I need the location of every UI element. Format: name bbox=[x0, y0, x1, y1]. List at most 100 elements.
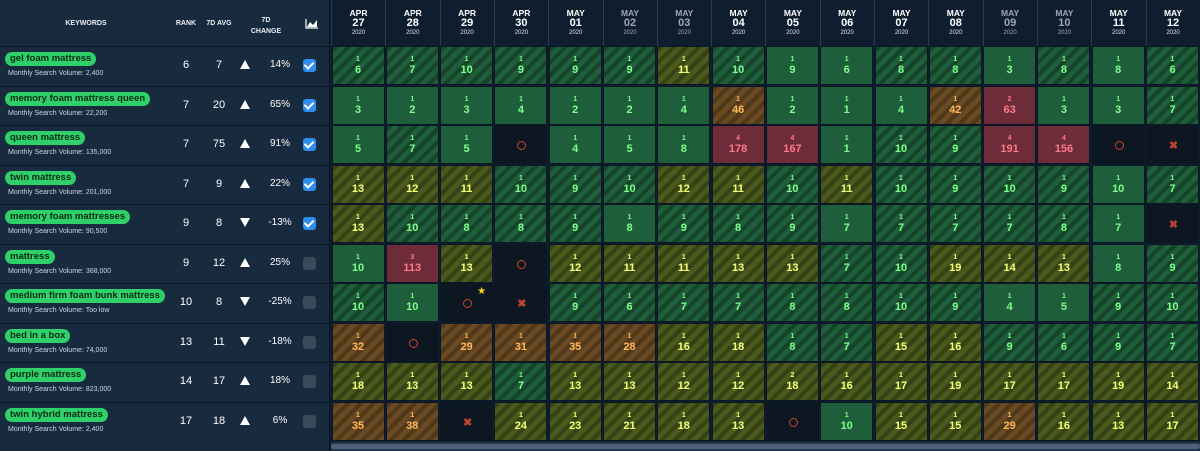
date-column-header[interactable]: MAY 10 2020 bbox=[1036, 0, 1091, 46]
rank-cell[interactable]: 4 156 bbox=[1037, 125, 1091, 164]
keyword-row[interactable]: twin hybrid mattress Monthly Search Volum… bbox=[0, 401, 330, 442]
rank-cell[interactable]: 1 10 bbox=[331, 243, 385, 283]
rank-cell[interactable]: 1 10 bbox=[331, 283, 385, 322]
keyword-row[interactable]: queen mattress Monthly Search Volume: 135… bbox=[0, 125, 330, 165]
rank-cell[interactable]: 1 15 bbox=[874, 401, 928, 441]
date-column-header[interactable]: APR 30 2020 bbox=[493, 0, 548, 46]
rank-cell[interactable]: 1 13 bbox=[765, 243, 819, 283]
rank-cell[interactable]: 1 13 bbox=[440, 243, 494, 283]
rank-cell[interactable]: 1 15 bbox=[928, 401, 982, 441]
rank-cell-not-ranked[interactable]: ★ bbox=[440, 283, 494, 322]
date-column-header[interactable]: MAY 03 2020 bbox=[656, 0, 711, 46]
rank-cell[interactable]: 1 17 bbox=[1146, 401, 1199, 441]
scrollbar-thumb[interactable] bbox=[331, 444, 1200, 449]
rank-cell[interactable]: 1 10 bbox=[874, 243, 928, 283]
date-column-header[interactable]: MAY 11 2020 bbox=[1091, 0, 1145, 46]
rank-cell-no-data[interactable]: ✖ bbox=[494, 283, 548, 322]
rank-cell[interactable]: 1 24 bbox=[494, 401, 548, 441]
rank-cell[interactable]: 2 63 bbox=[983, 85, 1037, 125]
keyword-row[interactable]: bed in a box Monthly Search Volume: 74,00… bbox=[0, 322, 330, 363]
rank-cell[interactable]: 1 13 bbox=[548, 362, 602, 401]
chart-toggle-checkbox[interactable] bbox=[303, 138, 316, 151]
change-column-header[interactable]: 7D CHANGE bbox=[244, 15, 288, 37]
rank-cell[interactable]: 1 17 bbox=[874, 362, 928, 401]
rank-cell[interactable]: 1 16 bbox=[928, 322, 982, 362]
date-column-header[interactable]: MAY 01 2020 bbox=[548, 0, 602, 46]
rank-cell[interactable]: 1 29 bbox=[440, 322, 494, 362]
rank-cell[interactable]: 1 38 bbox=[385, 401, 439, 441]
rank-cell[interactable]: 1 18 bbox=[711, 322, 765, 362]
area-chart-icon[interactable] bbox=[305, 18, 319, 29]
rank-cell[interactable]: 1 13 bbox=[331, 204, 385, 243]
rank-cell[interactable]: 1 10 bbox=[385, 204, 439, 243]
rank-cell[interactable]: 1 11 bbox=[657, 243, 711, 283]
rank-cell[interactable]: 1 21 bbox=[603, 401, 656, 441]
rank-cell-no-data[interactable]: ✖ bbox=[440, 401, 494, 441]
keyword-row[interactable]: memory foam mattress queen Monthly Search… bbox=[0, 85, 330, 126]
rank-cell[interactable]: 1 10 bbox=[1146, 283, 1199, 322]
rank-cell[interactable]: 1 10 bbox=[1091, 164, 1145, 204]
rank-cell[interactable]: 1 31 bbox=[494, 322, 548, 362]
rank-cell[interactable]: 1 10 bbox=[765, 164, 819, 204]
date-column-header[interactable]: APR 28 2020 bbox=[385, 0, 439, 46]
rank-cell[interactable]: 1 23 bbox=[548, 401, 602, 441]
rank-cell[interactable]: 1 13 bbox=[711, 401, 765, 441]
rank-cell[interactable]: 1 10 bbox=[711, 46, 765, 85]
rank-cell[interactable]: 1 17 bbox=[983, 362, 1037, 401]
rank-cell[interactable]: 1 14 bbox=[1146, 362, 1199, 401]
date-column-header[interactable]: MAY 08 2020 bbox=[928, 0, 982, 46]
rank-cell[interactable]: 1 32 bbox=[331, 322, 385, 362]
rank-cell-not-ranked[interactable] bbox=[494, 125, 548, 164]
rank-cell[interactable]: 1 11 bbox=[603, 243, 656, 283]
rank-cell[interactable]: 3 113 bbox=[385, 243, 439, 283]
keyword-row[interactable]: twin mattress Monthly Search Volume: 201,… bbox=[0, 164, 330, 205]
rank-cell[interactable]: 1 19 bbox=[928, 362, 982, 401]
chart-toggle-checkbox[interactable] bbox=[303, 217, 316, 230]
keyword-tag[interactable]: purple mattress bbox=[5, 368, 87, 382]
rank-cell[interactable]: 1 10 bbox=[874, 164, 928, 204]
rank-cell[interactable]: 1 16 bbox=[820, 362, 874, 401]
rank-cell-no-data[interactable]: ✖ bbox=[1146, 125, 1199, 164]
